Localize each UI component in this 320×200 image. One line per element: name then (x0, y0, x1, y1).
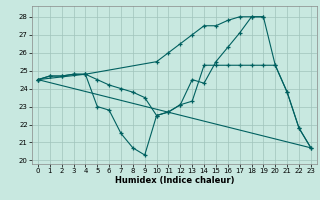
X-axis label: Humidex (Indice chaleur): Humidex (Indice chaleur) (115, 176, 234, 185)
